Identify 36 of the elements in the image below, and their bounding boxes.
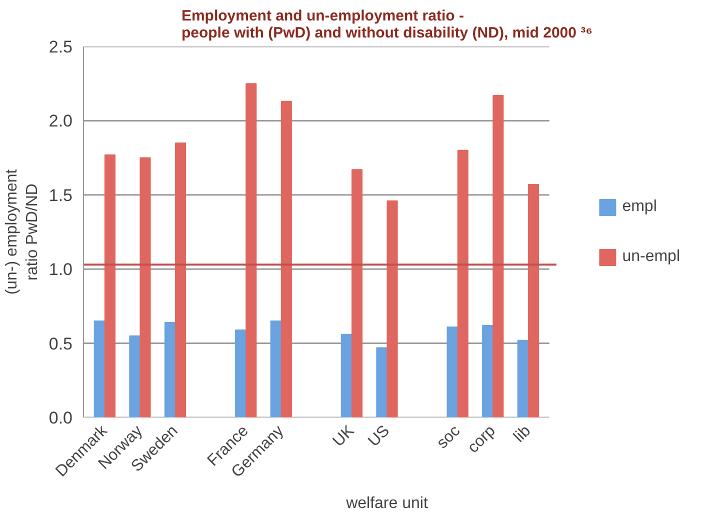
x-tick-label: corp bbox=[464, 422, 499, 457]
bar bbox=[528, 184, 539, 418]
y-tick-label: 2.5 bbox=[48, 38, 73, 56]
bar bbox=[235, 329, 246, 418]
bar bbox=[94, 320, 105, 418]
y-tick-label: 1.5 bbox=[48, 186, 73, 205]
x-tick-label: soc bbox=[434, 422, 464, 452]
y-tick-label: 0.0 bbox=[48, 408, 73, 428]
legend-label: un-empl bbox=[622, 248, 680, 266]
x-tick-label: UK bbox=[330, 422, 358, 450]
bar bbox=[457, 150, 468, 418]
x-tick-label: lib bbox=[510, 422, 534, 446]
bar bbox=[270, 320, 282, 418]
y-axis-title: (un-) employment ratio PwD/ND bbox=[3, 168, 41, 295]
bar bbox=[351, 169, 363, 418]
bar bbox=[140, 157, 151, 418]
bar bbox=[376, 347, 388, 418]
bar bbox=[446, 326, 458, 418]
y-tick-label: 1.0 bbox=[48, 260, 73, 280]
bar bbox=[246, 83, 257, 418]
y-tick-label: 2.0 bbox=[48, 112, 73, 131]
x-axis-title: welfare unit bbox=[345, 495, 428, 512]
bar bbox=[280, 100, 292, 418]
bar bbox=[175, 142, 186, 418]
bar bbox=[340, 334, 352, 418]
chart-title: Employment and un-employment ratio - people with (PwD) and without disability (ND), mid 2000 ³⁶ bbox=[181, 8, 593, 42]
legend-label: empl bbox=[622, 198, 657, 216]
x-tick-label: US bbox=[365, 422, 394, 450]
y-tick-label: 0.5 bbox=[48, 334, 73, 354]
bar bbox=[129, 335, 140, 418]
bar bbox=[517, 340, 528, 418]
bar bbox=[104, 154, 116, 418]
bar bbox=[386, 200, 398, 418]
bar bbox=[492, 94, 504, 418]
bar bbox=[482, 324, 494, 418]
bar bbox=[164, 322, 176, 418]
